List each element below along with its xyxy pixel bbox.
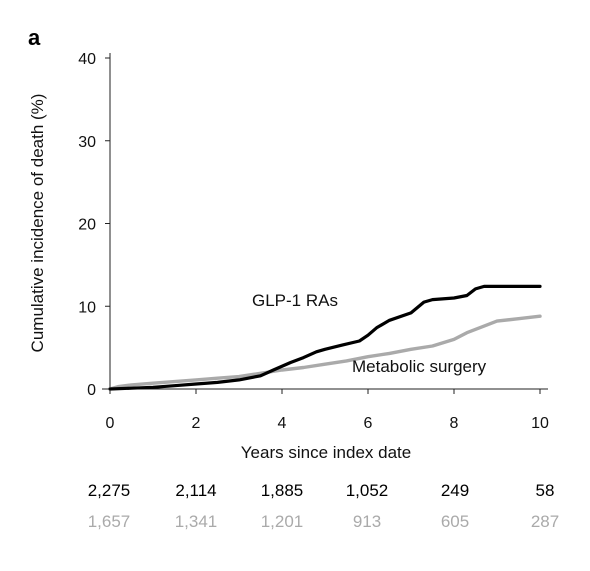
glp1-ras-series-label: GLP-1 RAs [252,291,338,310]
risk-glp1-cell: 2,114 [175,481,216,500]
y-tick-label: 30 [78,134,96,151]
y-tick-label: 40 [78,51,96,68]
x-tick-label: 4 [278,415,287,432]
y-tick-label: 20 [78,217,96,234]
risk-surgery-cell: 1,341 [175,512,218,531]
risk-glp1-cell: 2,275 [88,481,131,500]
x-tick-label: 6 [364,415,373,432]
x-tick-label: 0 [106,415,115,432]
risk-surgery-cell: 913 [353,512,381,531]
risk-glp1-cell: 249 [441,481,469,500]
y-axis-title: Cumulative incidence of death (%) [28,94,47,353]
risk-surgery-cell: 605 [441,512,469,531]
risk-surgery-cell: 1,657 [88,512,131,531]
risk-surgery-cell: 287 [531,512,559,531]
metabolic-surgery-series-label: Metabolic surgery [352,357,487,376]
axes: 0 10 20 30 40 0 2 4 6 8 10 [78,51,549,432]
y-tick-label: 0 [87,382,96,399]
x-tick-label: 10 [531,415,549,432]
x-axis-title: Years since index date [241,443,411,462]
risk-glp1-cell: 1,052 [346,481,389,500]
panel-label: a [28,25,41,50]
series-layer: GLP-1 RAs Metabolic surgery [108,284,542,391]
metabolic-surgery-series-line [108,314,542,391]
risk-surgery-cell: 1,201 [261,512,304,531]
y-tick-label: 10 [78,299,96,316]
x-tick-label: 8 [450,415,459,432]
risk-glp1-cell: 58 [536,481,555,500]
x-tick-label: 2 [192,415,201,432]
risk-glp1-cell: 1,885 [261,481,304,500]
glp1-ras-series-line [108,284,542,391]
number-at-risk-table: 2,275 2,114 1,885 1,052 249 58 1,657 1,341 1,201… [88,481,559,531]
